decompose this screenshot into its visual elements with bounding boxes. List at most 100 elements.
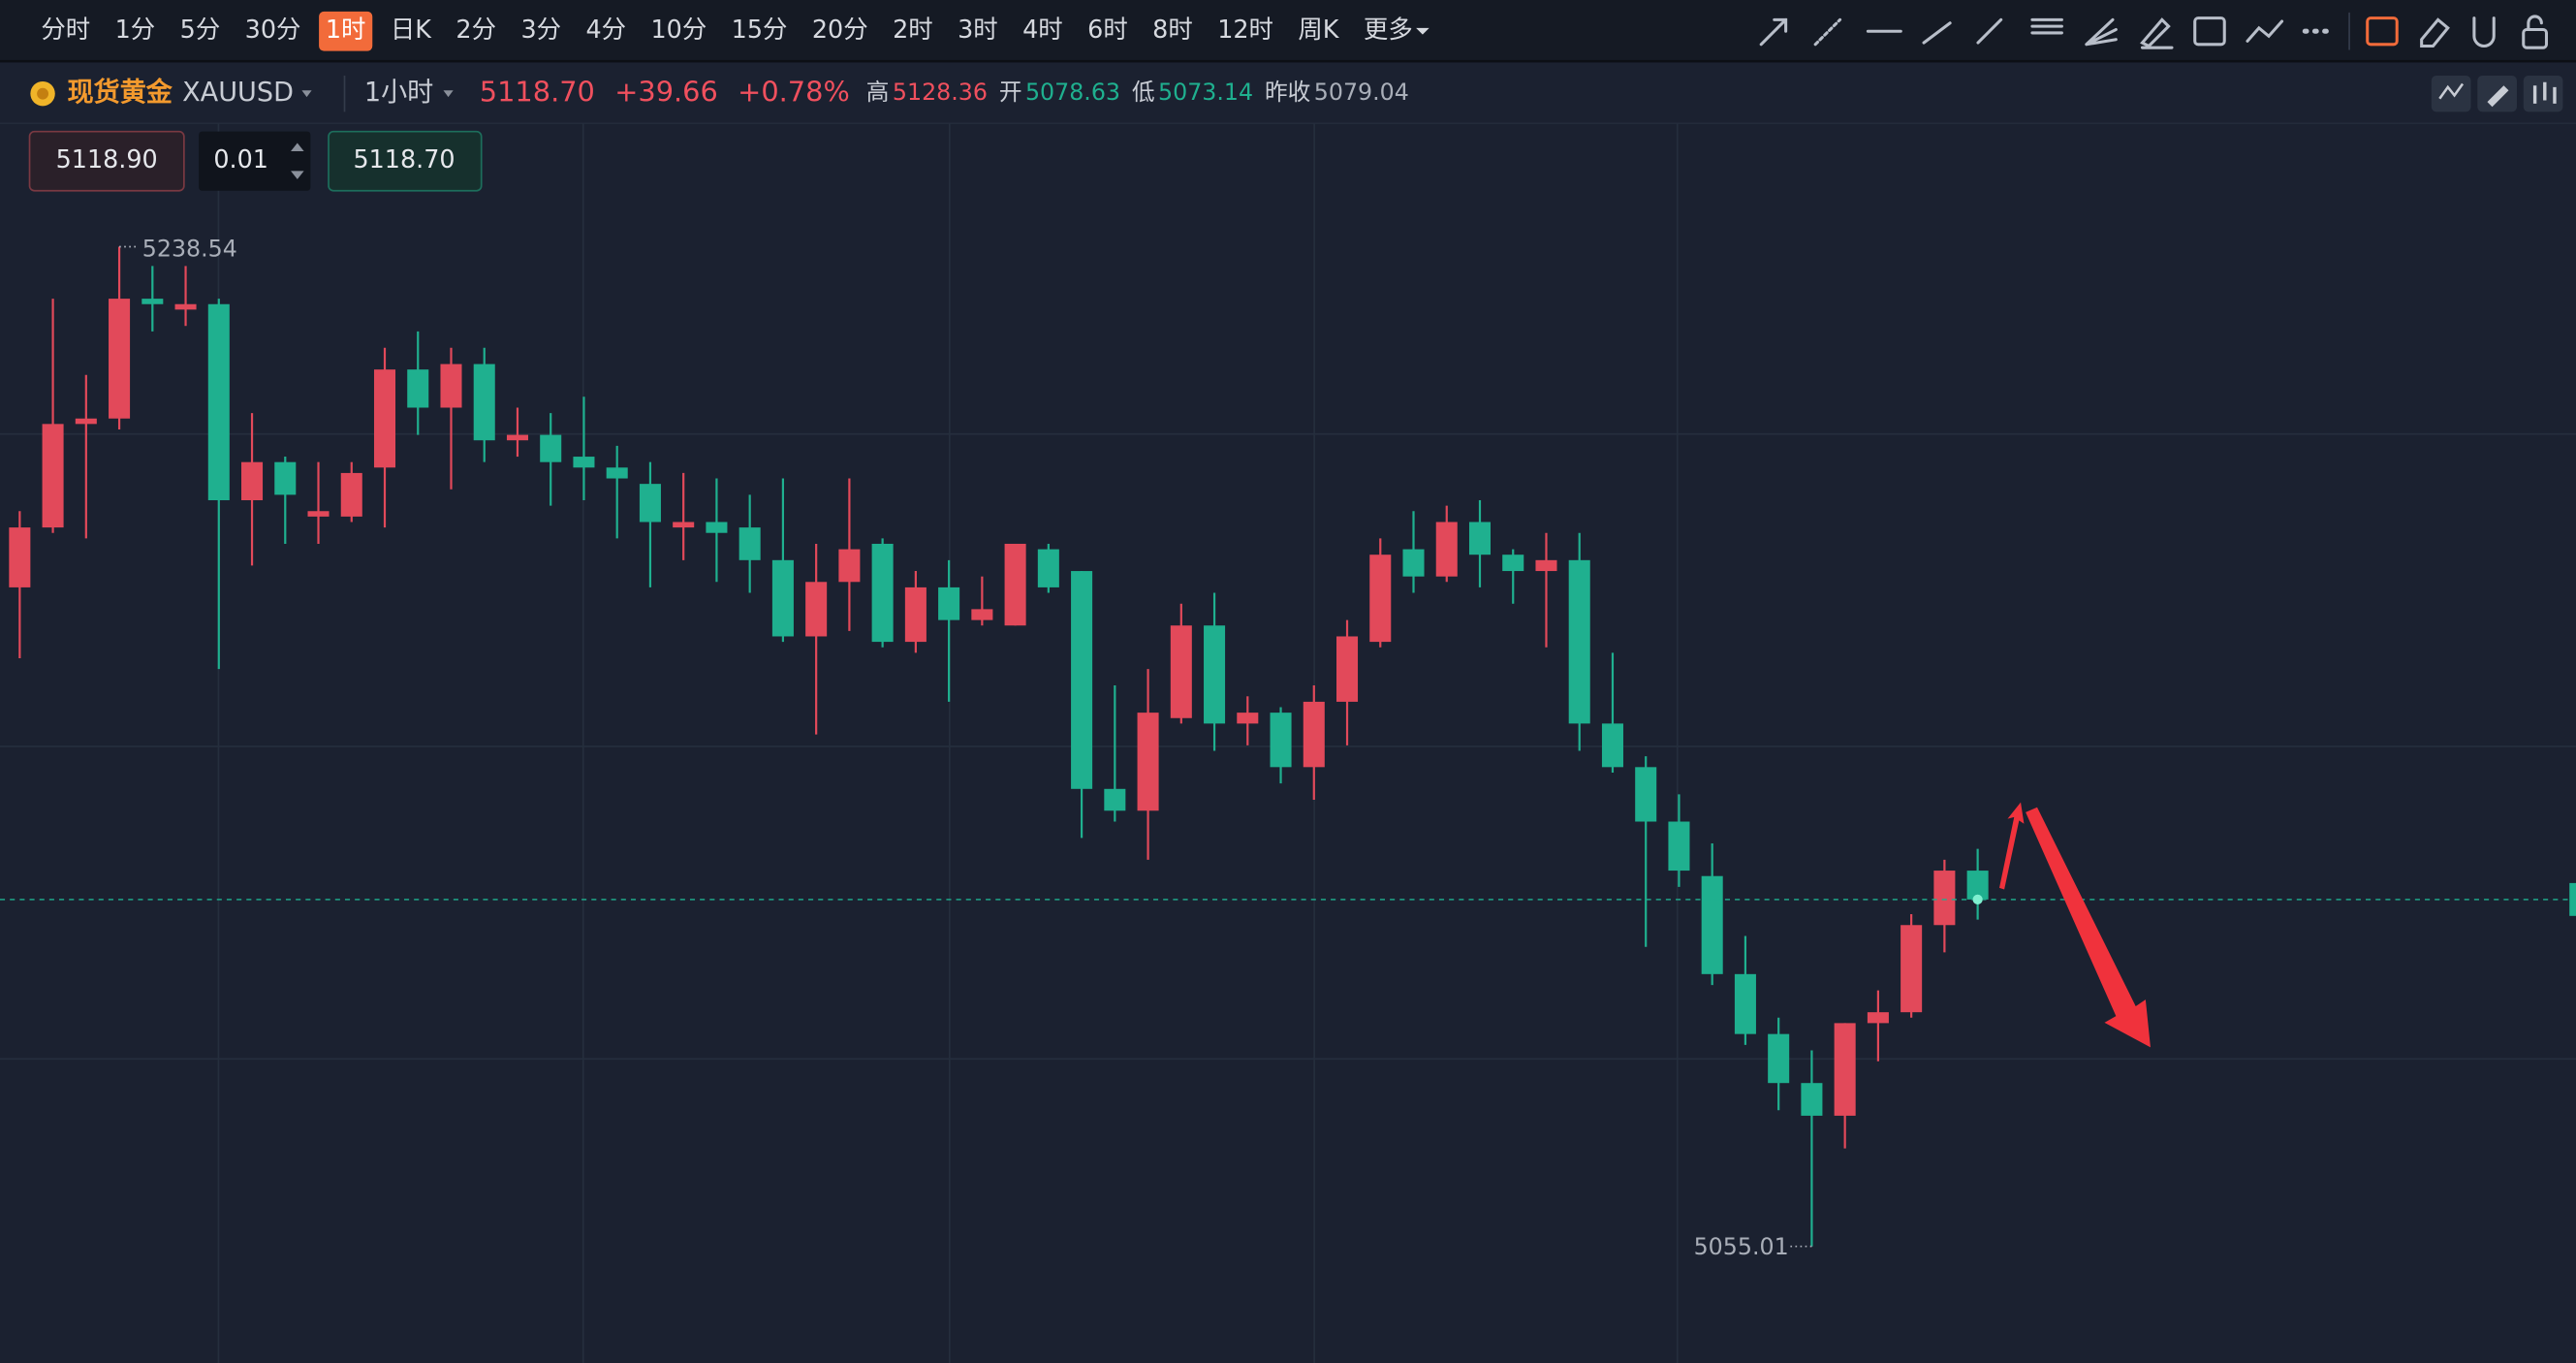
icon-segment[interactable] (1922, 21, 1952, 45)
timeframe-tab[interactable]: 12时 (1217, 15, 1273, 44)
candle-body (904, 586, 927, 643)
candle-body (1933, 871, 1956, 926)
icon-eraser[interactable] (2420, 17, 2450, 48)
candle-body (207, 303, 230, 501)
candle-body (174, 303, 197, 310)
timeframe-tab[interactable]: 4分 (585, 15, 626, 44)
icon-wave[interactable] (2246, 19, 2284, 43)
symbol-info: 5128.36 (893, 79, 988, 106)
candle-body (1867, 1012, 1889, 1024)
sell-button[interactable] (28, 130, 185, 192)
icon-fib[interactable] (2030, 17, 2063, 35)
button[interactable] (2431, 76, 2471, 112)
active-tab[interactable] (319, 11, 373, 51)
timeframe-tab[interactable]: 分时 (41, 15, 90, 44)
timeframe-tab[interactable]: 更多 (1364, 15, 1413, 44)
toolbar (0, 0, 2576, 61)
current-price-marker (2569, 882, 2576, 916)
candle-body (307, 511, 330, 517)
candle-body (771, 559, 794, 637)
candle-body (407, 369, 429, 408)
candle-body (340, 472, 362, 517)
candle-body (241, 461, 264, 501)
dropdown-caret[interactable] (301, 90, 312, 98)
symbol-info: 5073.14 (1158, 79, 1253, 106)
icon-ray[interactable] (1813, 17, 1842, 47)
candle-body (1336, 636, 1359, 702)
candle-body (1037, 549, 1059, 587)
lots-value: 0.01 (213, 144, 268, 174)
candle-body (971, 609, 993, 620)
candle-body (1601, 723, 1623, 768)
spinner[interactable] (291, 143, 304, 179)
icon (2532, 81, 2557, 104)
candle-body (838, 549, 861, 583)
coin-icon-inner (37, 87, 49, 100)
timeframe-tab[interactable]: 周K (1298, 15, 1339, 44)
symbol-info: 1小时 (364, 78, 433, 108)
timeframe-tab[interactable]: 20分 (812, 15, 868, 44)
buy-price: 5118.70 (353, 144, 455, 174)
timeframe-tab[interactable]: 15分 (732, 15, 788, 44)
dropdown-caret (1416, 27, 1429, 35)
candle-body (1901, 925, 1923, 1013)
timeframe-tab[interactable]: 2时 (893, 15, 933, 44)
icon-lock-shackle[interactable] (2527, 15, 2543, 32)
candle-body (1768, 1033, 1790, 1084)
candle-body (1734, 973, 1756, 1034)
lots-input[interactable] (199, 131, 311, 191)
timeframe-tab[interactable]: 3分 (520, 15, 561, 44)
candle-body (1104, 788, 1126, 811)
timeframe-tab[interactable]: 4时 (1022, 15, 1063, 44)
icon (2438, 82, 2465, 100)
candle-body (1535, 559, 1557, 572)
candle-body (606, 467, 628, 479)
icon-pen[interactable] (1976, 17, 2003, 45)
candle-body (1402, 549, 1425, 577)
timeframe-tab[interactable]: 2分 (456, 15, 496, 44)
icon-image[interactable] (2193, 16, 2226, 47)
timeframe-tab[interactable]: 6时 (1087, 15, 1128, 44)
order-panel: 5118.90 0.01 5118.70 (28, 130, 483, 192)
timeframe-tab[interactable]: 1分 (115, 15, 156, 44)
timeframe-tab[interactable]: 30分 (245, 15, 301, 44)
symbol-info: +0.78% (738, 76, 850, 109)
timeframe-tab[interactable]: 3时 (958, 15, 998, 44)
drawing-tools[interactable] (1759, 12, 2549, 50)
candle-body (1568, 559, 1590, 724)
icon-arrow[interactable] (1759, 17, 1788, 47)
candle-body (1468, 522, 1492, 555)
candle-body (9, 527, 31, 587)
buy-button[interactable] (328, 130, 483, 192)
timeframe-tab[interactable]: 8时 (1152, 15, 1193, 44)
timeframe-tab[interactable]: 日K (391, 15, 432, 44)
icon-brush[interactable] (2140, 17, 2174, 49)
symbol-info: 5078.63 (1025, 79, 1120, 106)
chart-controls[interactable] (2431, 76, 2563, 112)
candle-body (938, 586, 960, 620)
symbol-info: 低 (1132, 79, 1155, 106)
icon-lock[interactable] (2522, 28, 2549, 49)
candle-body (75, 418, 97, 425)
candle-body (1270, 713, 1292, 768)
symbol-info: 昨收 (1265, 79, 1310, 106)
candle-body (1435, 522, 1458, 577)
timeframe-tab[interactable]: 1时 (326, 15, 366, 44)
icon-edit[interactable] (2366, 16, 2399, 47)
symbol-info: 高 (866, 79, 890, 106)
candle-body (141, 299, 164, 304)
dropdown-caret[interactable] (443, 90, 454, 98)
candle-body (1966, 871, 1989, 900)
symbol-info: +39.66 (614, 76, 718, 109)
icon-fan[interactable] (2085, 17, 2118, 47)
icon-magnet[interactable] (2472, 16, 2496, 48)
candle-body (473, 364, 495, 441)
icon (2487, 85, 2509, 108)
candle-body (1834, 1023, 1856, 1116)
candle-body (706, 522, 728, 533)
candle-body (1701, 875, 1723, 974)
timeframe-tab[interactable]: 10分 (650, 15, 707, 44)
candle-body (1204, 625, 1226, 724)
candle-body (1170, 625, 1192, 718)
timeframe-tab[interactable]: 5分 (180, 15, 221, 44)
